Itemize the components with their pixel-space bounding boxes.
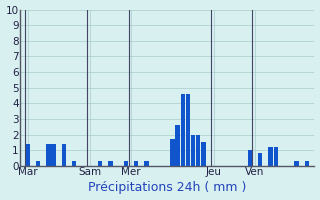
Bar xyxy=(274,147,278,166)
X-axis label: Précipitations 24h ( mm ): Précipitations 24h ( mm ) xyxy=(88,181,246,194)
Bar xyxy=(186,94,190,166)
Bar xyxy=(98,161,102,166)
Bar xyxy=(72,161,76,166)
Bar xyxy=(191,135,195,166)
Bar xyxy=(36,161,40,166)
Bar xyxy=(258,153,262,166)
Bar xyxy=(180,94,185,166)
Bar xyxy=(268,147,273,166)
Bar xyxy=(62,144,66,166)
Bar xyxy=(46,144,51,166)
Bar xyxy=(124,161,128,166)
Bar xyxy=(248,150,252,166)
Bar xyxy=(26,144,30,166)
Bar xyxy=(201,142,206,166)
Bar xyxy=(175,125,180,166)
Bar xyxy=(170,139,175,166)
Bar xyxy=(305,161,309,166)
Bar xyxy=(294,161,299,166)
Bar xyxy=(144,161,149,166)
Bar xyxy=(52,144,56,166)
Bar xyxy=(134,161,139,166)
Bar xyxy=(108,161,113,166)
Bar xyxy=(196,135,200,166)
